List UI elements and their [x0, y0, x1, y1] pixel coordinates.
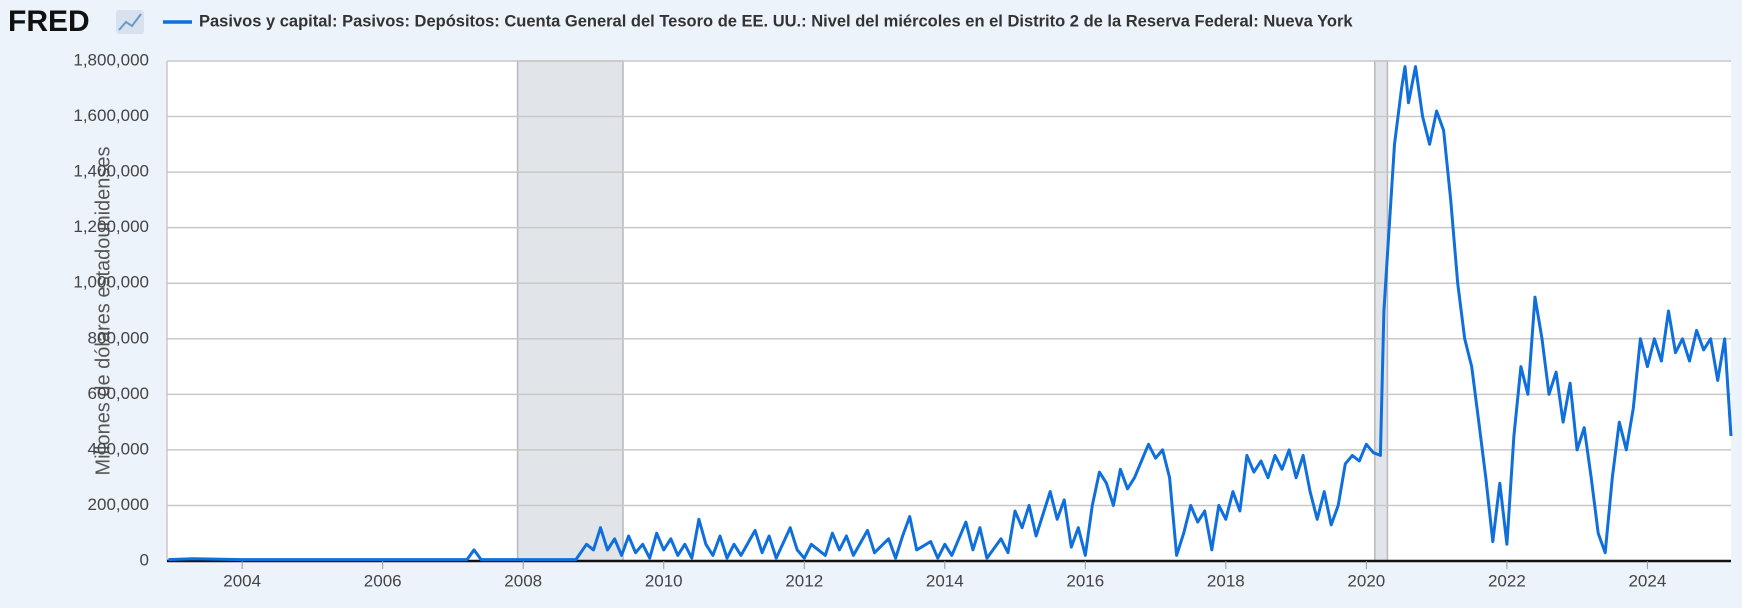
y-tick-label: 1,400,000	[73, 162, 149, 181]
x-tick-label: 2014	[926, 571, 964, 590]
y-tick-label: 1,200,000	[73, 217, 149, 236]
x-tick-label: 2024	[1628, 571, 1666, 590]
x-tick-label: 2006	[364, 571, 402, 590]
recession-band	[516, 60, 624, 562]
y-tick-label: 1,000,000	[73, 273, 149, 292]
x-tick-label: 2018	[1207, 571, 1245, 590]
x-tick-label: 2008	[504, 571, 542, 590]
legend-label: Pasivos y capital: Pasivos: Depósitos: C…	[199, 12, 1353, 30]
y-tick-label: 800,000	[88, 328, 149, 347]
data-line	[168, 65, 1733, 562]
y-tick-label: 1,600,000	[73, 106, 149, 125]
x-tick-label: 2016	[1066, 571, 1104, 590]
y-tick-label: 400,000	[88, 439, 149, 458]
y-tick-label: 200,000	[88, 495, 149, 514]
plot-area	[167, 61, 1731, 561]
y-axis-label: Millones de dólares estadounidenses	[92, 146, 114, 475]
y-tick-label: 1,800,000	[73, 50, 149, 69]
logo-icon	[116, 10, 144, 34]
x-tick-label: 2010	[645, 571, 683, 590]
x-tick-label: 2020	[1347, 571, 1385, 590]
x-tick-label: 2012	[785, 571, 823, 590]
fred-logo[interactable]: FRED	[8, 5, 90, 38]
x-tick-label: 2004	[223, 571, 261, 590]
recession-band	[1374, 60, 1389, 562]
y-tick-label: 0	[140, 550, 149, 569]
x-tick-label: 2022	[1488, 571, 1526, 590]
y-tick-label: 600,000	[88, 384, 149, 403]
